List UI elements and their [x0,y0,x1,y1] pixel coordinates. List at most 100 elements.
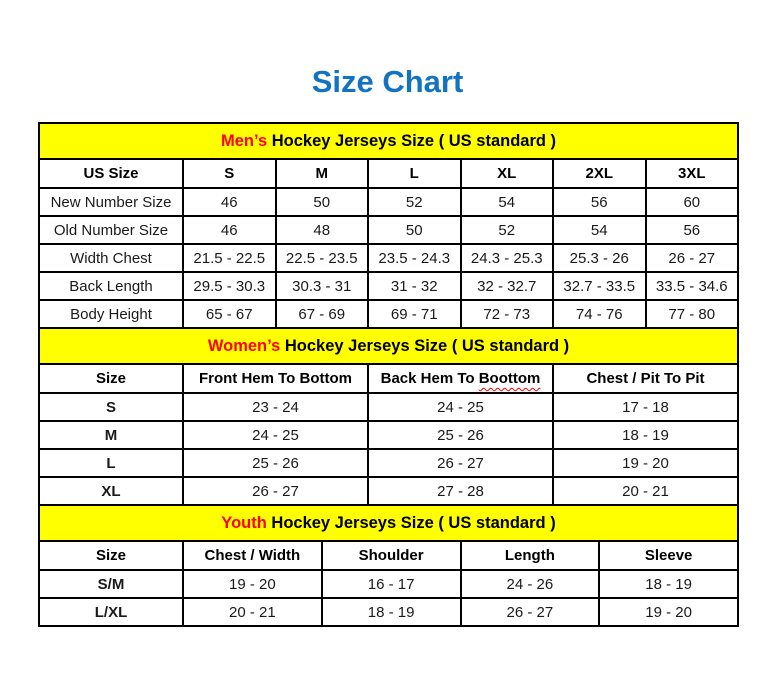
table-row: L 25 - 26 26 - 27 19 - 20 [38,448,740,478]
column-header-text: 2XL [585,165,613,182]
section-heading-rest: Hockey Jerseys Size ( US standard ) [266,513,556,532]
size-value-cell: 77 - 80 [644,299,740,329]
column-header-text: Length [504,547,555,564]
column-header-text: Size [95,547,126,564]
size-value-cell: 24 - 25 [182,420,369,450]
section-heading-rest: Hockey Jerseys Size ( US standard ) [267,131,557,150]
section-heading-mens: Men’s Hockey Jerseys Size ( US standard … [37,122,740,160]
size-value-cell: 33.5 - 34.6 [644,271,740,301]
column-header: Size [38,363,184,394]
section-heading-accent: Youth [221,513,267,532]
size-value-cell: 52 [459,215,554,245]
table-row: Old Number Size 46 48 50 52 54 56 [38,215,740,245]
size-value-cell: 67 - 69 [274,299,369,329]
size-value-cell: 18 - 19 [320,597,462,627]
column-header: Size [38,540,184,571]
misspelled-word: Boottom [478,370,541,387]
size-value-cell: 21.5 - 22.5 [182,243,277,273]
size-value-cell: 19 - 20 [551,448,740,478]
size-value-cell: 46 [182,215,277,245]
size-value-cell: 25 - 26 [367,420,554,450]
column-header: Shoulder [320,540,462,571]
column-header: Back Hem To Boottom [367,363,554,394]
table-row: S 23 - 24 24 - 25 17 - 18 [38,392,740,422]
size-chart-tables: Men’s Hockey Jerseys Size ( US standard … [37,122,740,627]
row-label: Back Length [38,271,184,301]
section-heading-accent: Women’s [207,336,281,355]
size-value-cell: 18 - 19 [598,569,739,599]
size-value-cell: 48 [274,215,369,245]
row-label: S [38,392,184,422]
size-value-cell: 26 - 27 [459,597,601,627]
size-value-cell: 25.3 - 26 [552,243,647,273]
row-label: XL [38,476,184,506]
column-header: S [182,158,277,189]
size-value-cell: 24 - 25 [367,392,554,422]
column-header-text: Back Hem To [380,370,479,387]
column-header: Chest / Pit To Pit [551,363,740,394]
row-label: Old Number Size [38,215,184,245]
size-value-cell: 20 - 21 [551,476,740,506]
size-value-cell: 16 - 17 [320,569,462,599]
row-label: New Number Size [38,187,184,217]
size-value-cell: 22.5 - 23.5 [274,243,369,273]
size-table-mens: Men’s Hockey Jerseys Size ( US standard … [37,122,740,329]
section-heading-accent: Men’s [221,131,268,150]
size-table-womens: Women’s Hockey Jerseys Size ( US standar… [37,327,740,506]
column-header-text: Shoulder [358,547,424,564]
size-value-cell: 50 [274,187,369,217]
size-value-cell: 54 [459,187,554,217]
row-label: Width Chest [38,243,184,273]
size-value-cell: 19 - 20 [182,569,323,599]
row-label: L [38,448,184,478]
size-value-cell: 26 - 27 [367,448,554,478]
column-header: XL [459,158,554,189]
column-header: US Size [38,158,184,189]
size-value-cell: 23.5 - 24.3 [367,243,462,273]
table-row: XL 26 - 27 27 - 28 20 - 21 [38,476,740,506]
column-header-text: Front Hem To Bottom [198,370,353,387]
column-header-text: Chest / Pit To Pit [586,370,705,387]
size-value-cell: 17 - 18 [551,392,740,422]
size-value-cell: 26 - 27 [182,476,369,506]
size-value-cell: 23 - 24 [182,392,369,422]
size-value-cell: 25 - 26 [182,448,369,478]
table-row: Back Length 29.5 - 30.3 30.3 - 31 31 - 32 32… [38,271,740,301]
column-header: Front Hem To Bottom [182,363,369,394]
table-row: L/XL 20 - 21 18 - 19 26 - 27 19 - 20 [38,597,739,627]
column-header: M [274,158,369,189]
size-value-cell: 32.7 - 33.5 [552,271,647,301]
row-label: L/XL [38,597,184,627]
column-header: L [367,158,462,189]
size-value-cell: 60 [644,187,740,217]
row-label: M [38,420,184,450]
column-header-text: Size [95,370,126,387]
column-header-text: Sleeve [644,547,693,564]
column-header-text: M [315,165,329,182]
size-value-cell: 69 - 71 [367,299,462,329]
size-value-cell: 29.5 - 30.3 [182,271,277,301]
table-row: New Number Size 46 50 52 54 56 60 [38,187,740,217]
column-header-text: S [224,165,235,182]
size-value-cell: 20 - 21 [182,597,323,627]
size-value-cell: 65 - 67 [182,299,277,329]
column-header-text: L [409,165,419,182]
row-label: Body Height [38,299,184,329]
size-value-cell: 19 - 20 [598,597,739,627]
size-value-cell: 56 [644,215,740,245]
size-value-cell: 24 - 26 [459,569,601,599]
row-label: S/M [38,569,184,599]
size-value-cell: 72 - 73 [459,299,554,329]
size-value-cell: 56 [552,187,647,217]
size-value-cell: 31 - 32 [367,271,462,301]
section-heading-rest: Hockey Jerseys Size ( US standard ) [280,336,570,355]
table-row: M 24 - 25 25 - 26 18 - 19 [38,420,740,450]
size-value-cell: 30.3 - 31 [274,271,369,301]
page-title: Size Chart [311,64,464,99]
size-value-cell: 32 - 32.7 [459,271,554,301]
column-header-text: XL [497,165,517,182]
table-row: Width Chest 21.5 - 22.5 22.5 - 23.5 23.5 - … [38,243,740,273]
column-header-text: Chest / Width [204,547,301,564]
column-header: Length [459,540,601,571]
